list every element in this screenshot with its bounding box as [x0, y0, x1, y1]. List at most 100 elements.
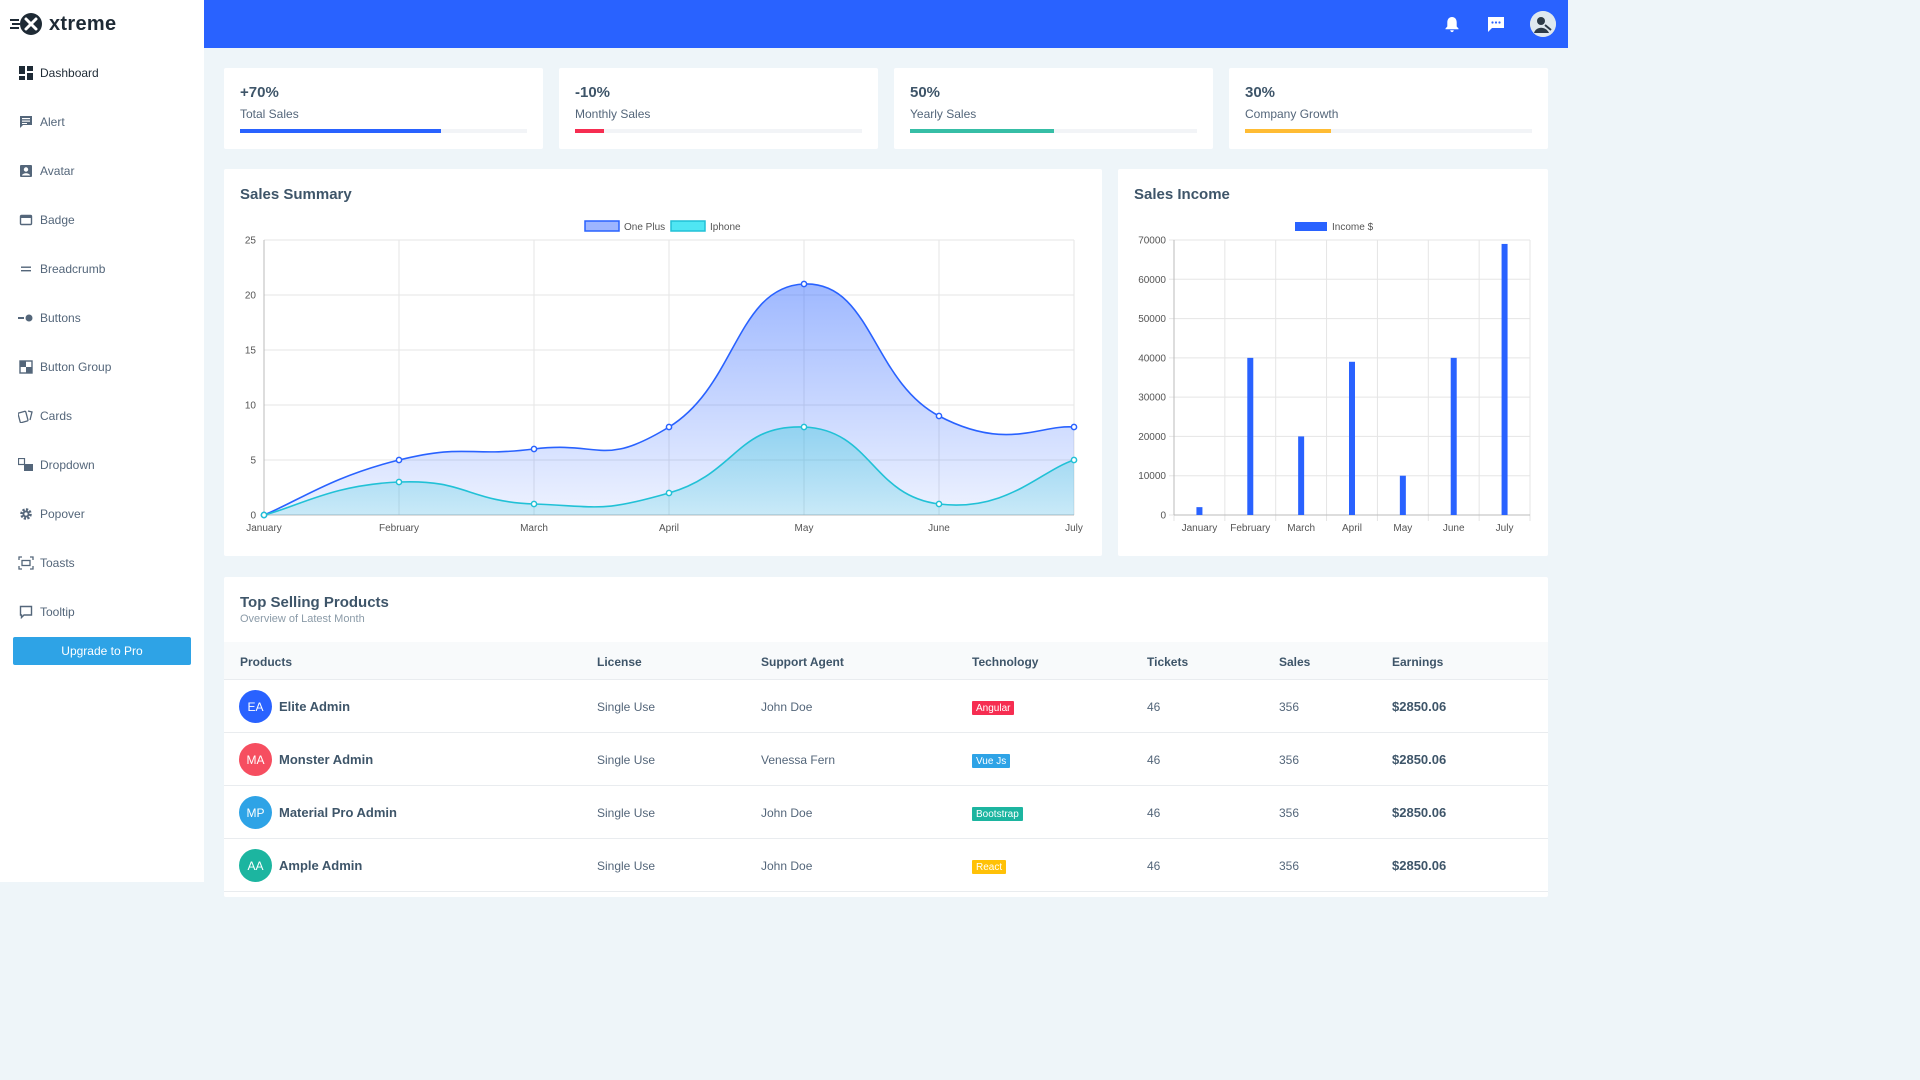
- table-row[interactable]: EA Elite Admin Single Use John Doe Angul…: [224, 680, 1548, 733]
- progress-bar: [910, 129, 1197, 133]
- topbar: [204, 0, 1568, 48]
- license-cell: Single Use: [597, 806, 656, 820]
- dropdown-icon: [18, 457, 34, 473]
- panel-title: Sales Summary: [240, 186, 352, 203]
- bar: [1501, 243, 1508, 515]
- legend-label: Iphone: [710, 222, 741, 233]
- cards-icon: [18, 408, 34, 424]
- x-tick-label: January: [1182, 523, 1218, 534]
- sales-income-panel: Sales Income 0 10000 20000 30000 40000 50000 6…: [1118, 169, 1548, 556]
- message-icon[interactable]: [1484, 12, 1508, 36]
- x-tick-label: July: [1496, 523, 1514, 534]
- product-avatar: MA: [239, 743, 272, 776]
- x-tick-label: May: [795, 523, 814, 534]
- column-header[interactable]: Technology: [972, 655, 1039, 669]
- sidebar-item-popover[interactable]: Popover: [0, 489, 204, 538]
- toasts-icon: [18, 555, 34, 571]
- column-header[interactable]: Sales: [1279, 655, 1311, 669]
- sidebar-item-avatar[interactable]: Avatar: [0, 146, 204, 195]
- y-tick-label: 0: [250, 511, 256, 522]
- y-tick-label: 70000: [1138, 236, 1166, 247]
- column-header[interactable]: Tickets: [1147, 655, 1189, 669]
- table-row[interactable]: MP Material Pro Admin Single Use John Do…: [224, 786, 1548, 839]
- sidebar-item-toasts[interactable]: Toasts: [0, 538, 204, 587]
- stat-value: 50%: [910, 84, 941, 101]
- user-avatar-icon[interactable]: [1530, 11, 1556, 37]
- agent-cell: Venessa Fern: [761, 753, 836, 767]
- sidebar-item-buttons[interactable]: Buttons: [0, 293, 204, 342]
- sidebar-item-cards[interactable]: Cards: [0, 391, 204, 440]
- x-tick-label: June: [1443, 523, 1465, 534]
- product-name: Material Pro Admin: [279, 805, 397, 820]
- column-header[interactable]: License: [597, 655, 642, 669]
- data-point: [935, 412, 943, 420]
- sidebar-item-label: Breadcrumb: [40, 261, 106, 276]
- y-tick-label: 15: [245, 346, 257, 357]
- stat-label: Total Sales: [240, 107, 299, 121]
- column-header[interactable]: Earnings: [1392, 655, 1444, 669]
- table-row[interactable]: MA Monster Admin Single Use Venessa Fern…: [224, 733, 1548, 786]
- agent-cell: John Doe: [761, 806, 813, 820]
- panel-title: Top Selling Products: [240, 594, 389, 611]
- technology-badge: React: [972, 860, 1007, 874]
- product-name: Elite Admin: [279, 699, 351, 714]
- stat-card-total-sales: +70% Total Sales: [224, 68, 543, 149]
- earnings-cell: $2850.06: [1392, 858, 1447, 873]
- top-selling-products-panel: Top Selling Products Overview of Latest …: [224, 577, 1548, 897]
- technology-badge: Vue Js: [972, 754, 1011, 768]
- product-name: Ample Admin: [279, 858, 363, 873]
- legend-swatch: [584, 220, 620, 232]
- license-cell: Single Use: [597, 700, 656, 714]
- brand[interactable]: xtreme: [0, 0, 204, 48]
- sidebar: xtreme Dashboard Alert Avatar Badge: [0, 0, 204, 882]
- sidebar-item-badge[interactable]: Badge: [0, 195, 204, 244]
- y-tick-label: 20: [245, 291, 257, 302]
- panel-subtitle: Overview of Latest Month: [240, 613, 365, 625]
- sidebar-item-dropdown[interactable]: Dropdown: [0, 440, 204, 489]
- y-tick-label: 50000: [1138, 314, 1166, 325]
- tooltip-icon: [18, 604, 34, 620]
- x-tick-label: July: [1065, 523, 1083, 534]
- technology-badge: Angular: [972, 701, 1015, 715]
- tickets-cell: 46: [1147, 753, 1161, 767]
- sidebar-item-label: Avatar: [40, 163, 75, 178]
- stat-value: +70%: [240, 84, 279, 101]
- progress-fill: [1245, 129, 1332, 133]
- stat-card-yearly-sales: 50% Yearly Sales: [894, 68, 1213, 149]
- stat-card-company-growth: 30% Company Growth: [1229, 68, 1548, 149]
- data-point: [395, 456, 403, 464]
- sidebar-item-dashboard[interactable]: Dashboard: [0, 48, 204, 97]
- series-area: [264, 283, 1074, 515]
- sidebar-item-alert[interactable]: Alert: [0, 97, 204, 146]
- data-point: [800, 423, 808, 431]
- table-row[interactable]: AA Ample Admin Single Use John Doe React…: [224, 839, 1548, 892]
- avatar-icon: [18, 163, 34, 179]
- product-name: Monster Admin: [279, 752, 374, 767]
- sidebar-item-label: Cards: [40, 408, 73, 423]
- stat-card-monthly-sales: -10% Monthly Sales: [559, 68, 878, 149]
- y-tick-label: 20000: [1138, 432, 1166, 443]
- gear-icon: [18, 506, 34, 522]
- sidebar-item-tooltip[interactable]: Tooltip: [0, 587, 204, 636]
- column-header[interactable]: Support Agent: [761, 655, 844, 669]
- dashboard-icon: [18, 65, 34, 81]
- stat-value: -10%: [575, 84, 611, 101]
- product-avatar: MP: [239, 796, 272, 829]
- bell-icon[interactable]: [1440, 12, 1464, 36]
- data-point: [395, 478, 403, 486]
- sidebar-item-breadcrumb[interactable]: Breadcrumb: [0, 244, 204, 293]
- y-tick-label: 40000: [1138, 353, 1166, 364]
- upgrade-to-pro-button[interactable]: Upgrade to Pro: [13, 637, 191, 665]
- stat-label: Yearly Sales: [910, 107, 977, 121]
- series-area: [264, 426, 1074, 515]
- license-cell: Single Use: [597, 753, 656, 767]
- x-tick-label: April: [659, 523, 679, 534]
- sales-cell: 356: [1279, 753, 1300, 767]
- column-header[interactable]: Products: [240, 655, 293, 669]
- brand-name: xtreme: [49, 12, 117, 35]
- badge-icon: [18, 212, 34, 228]
- sidebar-item-button-group[interactable]: Button Group: [0, 342, 204, 391]
- sidebar-item-label: Toasts: [40, 555, 75, 570]
- breadcrumb-icon: [18, 261, 34, 277]
- brand-logo-icon: [10, 12, 44, 36]
